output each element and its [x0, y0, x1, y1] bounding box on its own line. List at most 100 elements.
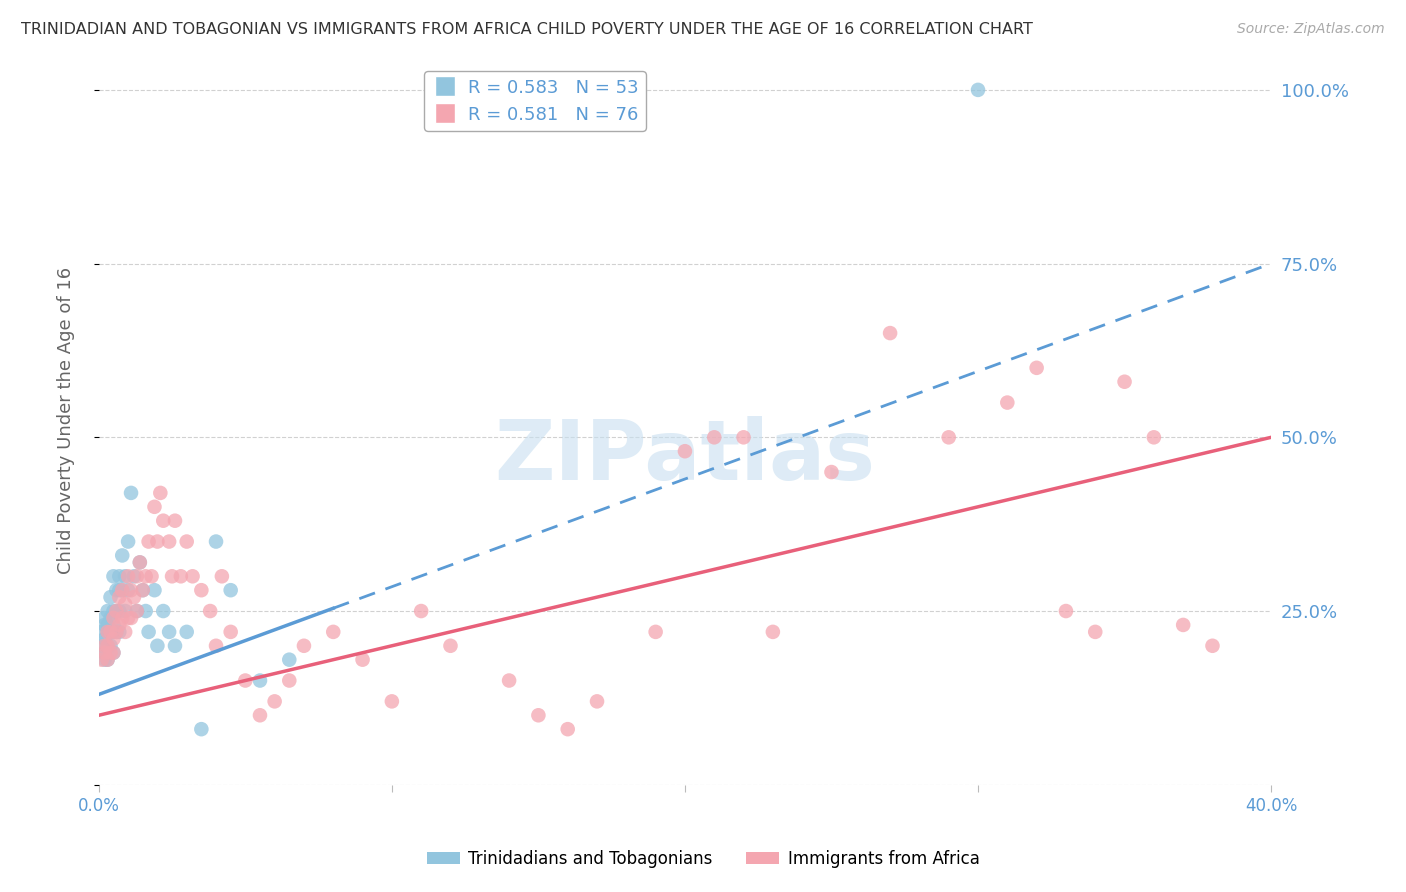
- Point: [97, 604, 120, 618]
- Point: [97, 653, 120, 667]
- Point: [105, 624, 128, 639]
- Point: [1201, 639, 1223, 653]
- Point: [132, 583, 155, 598]
- Point: [233, 673, 256, 688]
- Point: [278, 673, 301, 688]
- Point: [103, 618, 125, 632]
- Point: [111, 549, 134, 563]
- Point: [97, 618, 120, 632]
- Point: [176, 624, 198, 639]
- Point: [114, 624, 136, 639]
- Point: [103, 611, 125, 625]
- Point: [135, 604, 157, 618]
- Point: [93, 618, 115, 632]
- Point: [219, 583, 242, 598]
- Point: [219, 624, 242, 639]
- Y-axis label: Child Poverty Under the Age of 16: Child Poverty Under the Age of 16: [58, 267, 75, 574]
- Point: [105, 624, 128, 639]
- Point: [211, 569, 233, 583]
- Point: [125, 569, 148, 583]
- Point: [97, 624, 120, 639]
- Point: [152, 514, 174, 528]
- Point: [138, 534, 160, 549]
- Point: [103, 604, 125, 618]
- Point: [190, 583, 212, 598]
- Point: [146, 639, 169, 653]
- Point: [93, 611, 115, 625]
- Point: [128, 555, 150, 569]
- Point: [1173, 618, 1195, 632]
- Point: [352, 653, 374, 667]
- Point: [141, 569, 163, 583]
- Point: [292, 639, 315, 653]
- Text: Source: ZipAtlas.com: Source: ZipAtlas.com: [1237, 22, 1385, 37]
- Point: [122, 569, 145, 583]
- Point: [586, 694, 609, 708]
- Point: [100, 611, 122, 625]
- Point: [108, 604, 131, 618]
- Point: [1143, 430, 1166, 444]
- Point: [190, 722, 212, 736]
- Point: [93, 646, 115, 660]
- Point: [114, 597, 136, 611]
- Point: [163, 514, 186, 528]
- Legend: Trinidadians and Tobagonians, Immigrants from Africa: Trinidadians and Tobagonians, Immigrants…: [420, 844, 986, 875]
- Point: [143, 500, 166, 514]
- Point: [146, 534, 169, 549]
- Point: [117, 534, 139, 549]
- Point: [90, 639, 112, 653]
- Point: [733, 430, 755, 444]
- Point: [411, 604, 433, 618]
- Point: [108, 569, 131, 583]
- Point: [176, 534, 198, 549]
- Point: [93, 632, 115, 646]
- Point: [117, 611, 139, 625]
- Point: [1025, 360, 1047, 375]
- Point: [381, 694, 404, 708]
- Point: [278, 653, 301, 667]
- Point: [100, 624, 122, 639]
- Point: [100, 590, 122, 604]
- Point: [644, 624, 666, 639]
- Point: [205, 639, 228, 653]
- Point: [103, 646, 125, 660]
- Point: [90, 653, 112, 667]
- Point: [170, 569, 193, 583]
- Point: [1084, 624, 1107, 639]
- Point: [103, 569, 125, 583]
- Point: [557, 722, 579, 736]
- Point: [105, 604, 128, 618]
- Point: [1114, 375, 1136, 389]
- Point: [105, 604, 128, 618]
- Point: [125, 604, 148, 618]
- Point: [103, 632, 125, 646]
- Point: [1054, 604, 1077, 618]
- Point: [703, 430, 725, 444]
- Point: [108, 624, 131, 639]
- Point: [128, 555, 150, 569]
- Point: [995, 395, 1018, 409]
- Point: [322, 624, 344, 639]
- Point: [263, 694, 285, 708]
- Point: [249, 673, 271, 688]
- Point: [93, 653, 115, 667]
- Point: [152, 604, 174, 618]
- Legend: R = 0.583   N = 53, R = 0.581   N = 76: R = 0.583 N = 53, R = 0.581 N = 76: [425, 71, 645, 131]
- Point: [967, 83, 990, 97]
- Point: [673, 444, 696, 458]
- Point: [762, 624, 785, 639]
- Point: [111, 583, 134, 598]
- Point: [132, 583, 155, 598]
- Point: [100, 624, 122, 639]
- Point: [100, 639, 122, 653]
- Point: [820, 465, 842, 479]
- Point: [100, 646, 122, 660]
- Point: [498, 673, 520, 688]
- Point: [103, 624, 125, 639]
- Point: [527, 708, 550, 723]
- Point: [120, 611, 142, 625]
- Point: [122, 590, 145, 604]
- Point: [117, 569, 139, 583]
- Point: [125, 604, 148, 618]
- Point: [93, 639, 115, 653]
